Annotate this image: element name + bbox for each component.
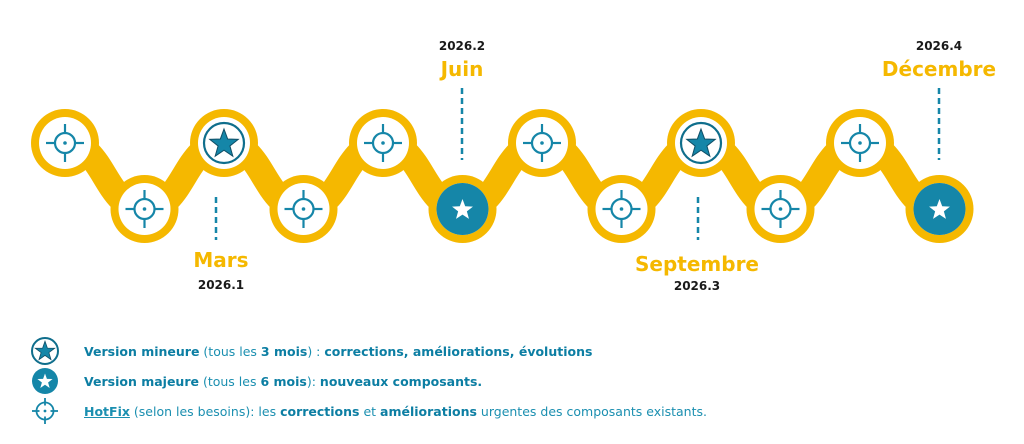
milestone-month-decembre: Décembre bbox=[882, 57, 996, 81]
legend-item-major: Version majeure (tous les 6 mois): nouve… bbox=[30, 366, 1010, 396]
crosshair-icon bbox=[284, 190, 323, 228]
legend-minor-title: Version mineure bbox=[84, 343, 200, 359]
star-outline-icon bbox=[31, 337, 59, 365]
star-filled-icon bbox=[436, 183, 489, 235]
legend-major-details: nouveaux composants. bbox=[319, 373, 483, 389]
crosshair-icon bbox=[32, 398, 58, 424]
crosshair-icon bbox=[602, 190, 641, 228]
legend-hotfix-word1: corrections bbox=[280, 403, 360, 419]
star-outline-icon bbox=[679, 121, 723, 165]
star-outline-icon bbox=[202, 121, 246, 165]
legend-hotfix-middle: (selon les besoins): les bbox=[133, 403, 277, 419]
legend-major-close: ): bbox=[306, 373, 316, 389]
legend-minor-period: 3 mois bbox=[260, 343, 308, 359]
milestone-month-juin: Juin bbox=[439, 57, 484, 81]
crosshair-icon bbox=[46, 124, 84, 162]
timeline-node-hotfix bbox=[587, 175, 656, 243]
timeline-node-minor bbox=[190, 109, 258, 177]
crosshair-icon bbox=[364, 124, 402, 162]
timeline-node-major bbox=[428, 175, 497, 243]
timeline-node-hotfix bbox=[826, 109, 894, 177]
legend-major-period: 6 mois bbox=[260, 373, 307, 389]
milestone-version-decembre: 2026.4 bbox=[916, 39, 962, 53]
star-filled-icon bbox=[913, 183, 966, 235]
legend-minor-open: (tous les bbox=[203, 343, 257, 359]
legend-hotfix-end: urgentes des composants existants. bbox=[480, 403, 707, 419]
legend-item-minor: Version mineure (tous les 3 mois) : corr… bbox=[30, 336, 1010, 366]
timeline-node-hotfix bbox=[746, 175, 815, 243]
crosshair-icon bbox=[841, 124, 879, 162]
legend: Version mineure (tous les 3 mois) : corr… bbox=[30, 336, 1010, 426]
star-filled-icon bbox=[32, 368, 58, 394]
legend-hotfix-and: et bbox=[363, 403, 377, 419]
timeline-node-hotfix bbox=[349, 109, 417, 177]
timeline-node-hotfix bbox=[269, 175, 338, 243]
crosshair-icon bbox=[125, 190, 164, 228]
crosshair-icon bbox=[761, 190, 800, 228]
crosshair-icon bbox=[523, 124, 561, 162]
timeline-node-hotfix bbox=[110, 175, 179, 243]
legend-minor-close: ) : bbox=[307, 343, 321, 359]
timeline-node-hotfix bbox=[508, 109, 576, 177]
legend-item-hotfix: HotFix (selon les besoins): les correcti… bbox=[30, 396, 1010, 426]
legend-hotfix-title[interactable]: HotFix bbox=[84, 403, 130, 419]
legend-major-open: (tous les bbox=[202, 373, 257, 389]
milestone-version-septembre: 2026.3 bbox=[674, 279, 720, 293]
milestone-version-mars: 2026.1 bbox=[198, 278, 244, 292]
timeline-node-minor bbox=[667, 109, 735, 177]
release-timeline: Mars 2026.1 2026.2 Juin Septembre 2026.3… bbox=[31, 39, 996, 293]
milestone-month-mars: Mars bbox=[193, 248, 248, 272]
milestone-month-septembre: Septembre bbox=[635, 252, 759, 276]
legend-minor-details: corrections, améliorations, évolutions bbox=[324, 343, 593, 359]
milestone-version-juin: 2026.2 bbox=[439, 39, 485, 53]
timeline-node-major bbox=[905, 175, 974, 243]
legend-major-title: Version majeure bbox=[84, 373, 199, 389]
legend-hotfix-word2: améliorations bbox=[380, 403, 477, 419]
timeline-node-hotfix bbox=[31, 109, 99, 177]
